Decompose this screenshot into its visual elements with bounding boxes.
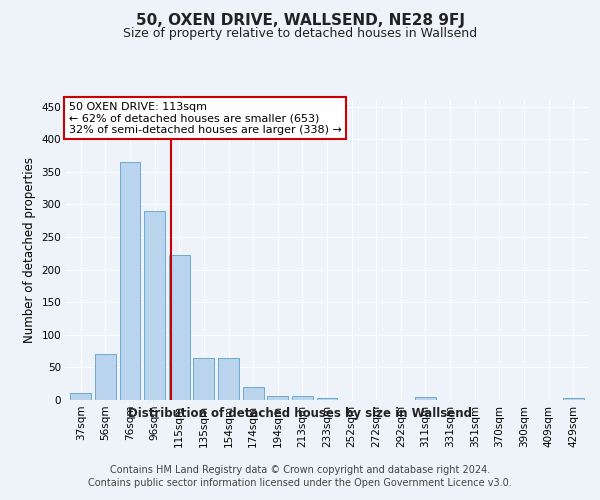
- Bar: [70, 393, 91, 400]
- Bar: [218, 358, 239, 400]
- Bar: [242, 387, 263, 400]
- Bar: [119, 162, 140, 400]
- Text: Size of property relative to detached houses in Wallsend: Size of property relative to detached ho…: [123, 28, 477, 40]
- Text: Distribution of detached houses by size in Wallsend: Distribution of detached houses by size …: [128, 408, 472, 420]
- Bar: [292, 396, 313, 400]
- Text: Contains public sector information licensed under the Open Government Licence v3: Contains public sector information licen…: [88, 478, 512, 488]
- Bar: [95, 354, 116, 400]
- Y-axis label: Number of detached properties: Number of detached properties: [23, 157, 36, 343]
- Bar: [415, 398, 436, 400]
- Text: 50 OXEN DRIVE: 113sqm
← 62% of detached houses are smaller (653)
32% of semi-det: 50 OXEN DRIVE: 113sqm ← 62% of detached …: [68, 102, 341, 134]
- Bar: [563, 398, 584, 400]
- Text: Contains HM Land Registry data © Crown copyright and database right 2024.: Contains HM Land Registry data © Crown c…: [110, 465, 490, 475]
- Text: 50, OXEN DRIVE, WALLSEND, NE28 9FJ: 50, OXEN DRIVE, WALLSEND, NE28 9FJ: [136, 12, 464, 28]
- Bar: [317, 398, 337, 400]
- Bar: [193, 358, 214, 400]
- Bar: [267, 396, 288, 400]
- Bar: [144, 211, 165, 400]
- Bar: [169, 254, 190, 400]
